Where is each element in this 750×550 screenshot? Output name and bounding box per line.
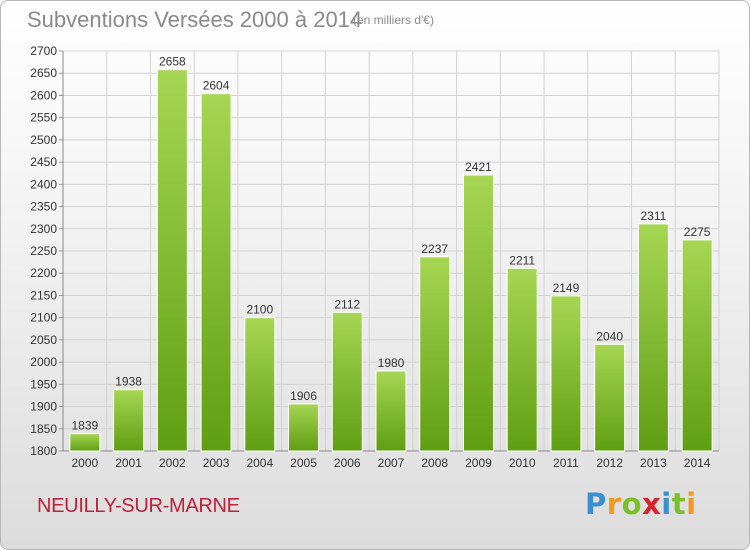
logo-letter: i: [661, 487, 672, 521]
bar: [506, 267, 538, 452]
logo-letter: r: [606, 487, 622, 521]
y-tick-label: 2600: [30, 88, 57, 102]
bar-value-label: 2275: [684, 225, 711, 239]
bar: [637, 223, 669, 452]
bar-value-label: 2421: [465, 160, 492, 174]
x-tick-label: 2006: [334, 456, 361, 470]
commune-name: NEUILLY-SUR-MARNE: [37, 495, 240, 517]
y-tick-label: 2450: [30, 155, 57, 169]
bar-value-label: 2658: [159, 55, 186, 69]
x-tick-label: 2001: [115, 456, 142, 470]
x-tick-label: 2004: [246, 456, 273, 470]
bar: [200, 93, 232, 452]
logo-letter: i: [686, 487, 697, 521]
y-tick-label: 2550: [30, 111, 57, 125]
y-tick-label: 2500: [30, 133, 57, 147]
y-tick-label: 1800: [30, 444, 57, 458]
y-tick-label: 2150: [30, 288, 57, 302]
y-tick-label: 1850: [30, 422, 57, 436]
bar-value-label: 2040: [596, 329, 623, 343]
x-tick-label: 2007: [378, 456, 405, 470]
x-tick-label: 2000: [72, 456, 99, 470]
y-tick-label: 2250: [30, 244, 57, 258]
y-tick-label: 2650: [30, 66, 57, 80]
logo-letter: t: [671, 487, 687, 521]
logo-letter: x: [642, 487, 662, 521]
y-tick-label: 2050: [30, 333, 57, 347]
bar: [113, 389, 145, 452]
bar: [375, 370, 407, 452]
bar-value-label: 2211: [509, 253, 535, 267]
y-tick-label: 2300: [30, 222, 57, 236]
y-tick-label: 2700: [30, 44, 57, 58]
bar: [594, 343, 626, 452]
y-tick-label: 1900: [30, 400, 57, 414]
bar: [69, 433, 101, 452]
proxiti-logo: Proxiti: [585, 487, 697, 521]
logo-letter: o: [621, 487, 643, 521]
bar-value-label: 1906: [290, 389, 317, 403]
bar: [244, 317, 276, 452]
bar: [419, 256, 451, 452]
y-tick-label: 2350: [30, 200, 57, 214]
bar-value-label: 2149: [553, 281, 580, 295]
x-tick-label: 2009: [465, 456, 492, 470]
y-tick-label: 2100: [30, 311, 57, 325]
bar: [331, 311, 363, 452]
bar-value-label: 2112: [334, 297, 360, 311]
chart-unit: (en milliers d'€): [353, 13, 434, 27]
x-tick-label: 2010: [509, 456, 536, 470]
chart-title: Subventions Versées 2000 à 2014: [27, 7, 363, 32]
bars: [69, 69, 713, 452]
bar: [156, 69, 188, 452]
x-tick-label: 2012: [596, 456, 623, 470]
y-tick-label: 2400: [30, 177, 57, 191]
bar: [550, 295, 582, 452]
x-tick-label: 2011: [553, 456, 579, 470]
bar-value-label: 2311: [640, 209, 666, 223]
y-tick-label: 2200: [30, 266, 57, 280]
bar-value-label: 2604: [203, 79, 230, 93]
x-tick-label: 2013: [640, 456, 667, 470]
x-tick-label: 2005: [290, 456, 317, 470]
bar-value-label: 2237: [421, 242, 448, 256]
x-tick-label: 2003: [203, 456, 230, 470]
x-tick-label: 2008: [421, 456, 448, 470]
bar-value-label: 1839: [72, 419, 99, 433]
bar: [288, 403, 320, 452]
y-tick-label: 2000: [30, 355, 57, 369]
bar: [681, 239, 713, 452]
bar-value-label: 2100: [246, 303, 273, 317]
bar-value-label: 1980: [378, 356, 405, 370]
y-tick-label: 1950: [30, 377, 57, 391]
bar: [462, 174, 494, 452]
x-tick-label: 2014: [684, 456, 711, 470]
labels: 1800 1850 1900 1950 2000 2050 2100 2150 2200 2250…: [30, 44, 711, 470]
x-tick-label: 2002: [159, 456, 186, 470]
logo-letter: P: [585, 487, 607, 521]
bar-value-label: 1938: [115, 375, 142, 389]
